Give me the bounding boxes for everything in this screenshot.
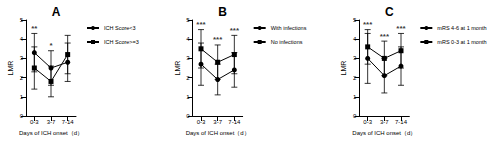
svg-text:5: 5 (353, 17, 357, 23)
svg-text:B: B (218, 5, 227, 19)
svg-text:A: A (52, 5, 61, 19)
svg-text:3: 3 (353, 55, 357, 61)
svg-text:2: 2 (20, 75, 24, 81)
svg-text:7-14: 7-14 (228, 119, 241, 125)
svg-text:5: 5 (186, 17, 190, 23)
svg-text:LMR: LMR (7, 61, 14, 76)
svg-text:No infections: No infections (271, 39, 303, 45)
svg-text:2: 2 (186, 75, 190, 81)
svg-text:1: 1 (353, 94, 357, 100)
svg-text:***: *** (196, 20, 206, 29)
svg-text:***: *** (380, 32, 390, 41)
svg-text:ICH Score<3: ICH Score<3 (104, 25, 136, 31)
svg-text:With infections: With infections (271, 25, 307, 31)
svg-text:Days of ICH onset（d）: Days of ICH onset（d） (352, 130, 416, 137)
svg-text:C: C (385, 5, 394, 19)
svg-text:7-14: 7-14 (62, 119, 75, 125)
svg-text:3-7: 3-7 (213, 119, 222, 125)
svg-text:Days of ICH onset（d）: Days of ICH onset（d） (19, 130, 83, 137)
svg-text:***: *** (230, 26, 240, 35)
svg-text:2: 2 (353, 75, 357, 81)
svg-text:***: *** (213, 35, 223, 44)
svg-text:0: 0 (353, 113, 357, 119)
svg-text:5: 5 (20, 17, 24, 23)
svg-text:3: 3 (186, 55, 190, 61)
svg-text:0: 0 (186, 113, 190, 119)
svg-text:***: *** (363, 20, 373, 29)
svg-text:0-3: 0-3 (363, 119, 372, 125)
svg-text:ICH Score>=3: ICH Score>=3 (104, 39, 139, 45)
svg-text:4: 4 (20, 36, 24, 42)
svg-text:3-7: 3-7 (380, 119, 389, 125)
svg-text:***: *** (396, 24, 406, 33)
svg-text:3: 3 (20, 55, 24, 61)
svg-text:1: 1 (186, 94, 190, 100)
svg-text:LMR: LMR (174, 61, 181, 76)
svg-text:4: 4 (186, 36, 190, 42)
svg-text:3-7: 3-7 (47, 119, 56, 125)
svg-text:*: * (49, 41, 53, 50)
svg-text:0-3: 0-3 (197, 119, 206, 125)
svg-text:Days of ICH onset（d）: Days of ICH onset（d） (186, 130, 250, 137)
svg-text:mRS 4-6 at 1 month: mRS 4-6 at 1 month (437, 25, 486, 31)
svg-text:1: 1 (20, 94, 24, 100)
svg-text:LMR: LMR (340, 61, 347, 76)
svg-text:0: 0 (20, 113, 24, 119)
svg-text:0-3: 0-3 (30, 119, 39, 125)
svg-text:**: ** (31, 24, 38, 33)
svg-text:mRS 0-3 at 1 month: mRS 0-3 at 1 month (437, 39, 486, 45)
svg-text:7-14: 7-14 (395, 119, 408, 125)
svg-text:4: 4 (353, 36, 357, 42)
